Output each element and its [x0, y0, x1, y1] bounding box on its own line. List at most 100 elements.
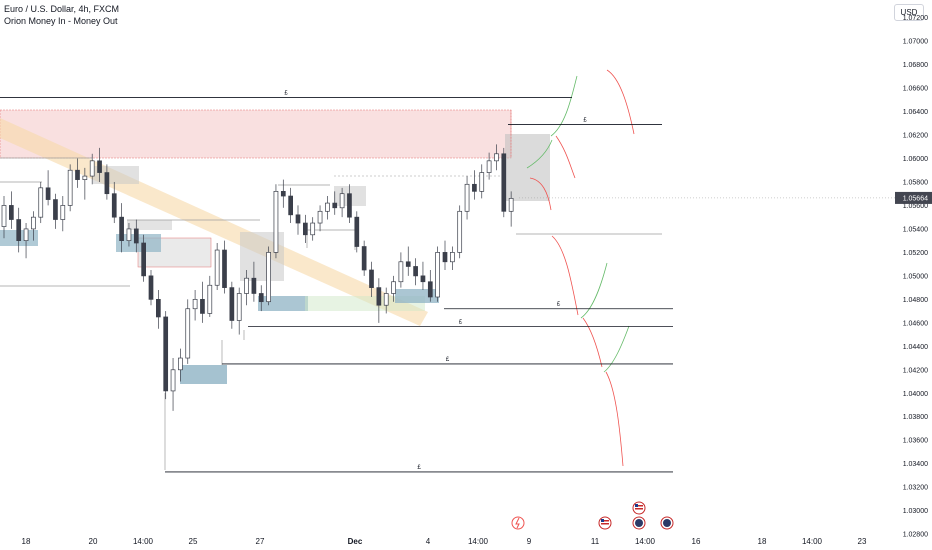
- candle[interactable]: [192, 289, 198, 321]
- candle[interactable]: [427, 270, 433, 302]
- candle[interactable]: [486, 152, 492, 180]
- grey-zone[interactable]: [93, 166, 139, 184]
- candle[interactable]: [45, 170, 51, 206]
- time-tick: 11: [591, 537, 600, 546]
- candle[interactable]: [413, 258, 418, 286]
- projection-arrow-down: [555, 135, 576, 179]
- candle[interactable]: [60, 196, 66, 232]
- candle[interactable]: [16, 207, 22, 253]
- time-tick: Dec: [348, 537, 363, 546]
- candle[interactable]: [38, 181, 44, 224]
- candle[interactable]: [200, 281, 205, 323]
- candle[interactable]: [23, 223, 29, 259]
- time-tick: 9: [527, 537, 532, 546]
- candle[interactable]: [280, 179, 286, 208]
- candle[interactable]: [479, 164, 485, 199]
- candle[interactable]: [435, 246, 440, 302]
- candle[interactable]: [398, 252, 404, 288]
- candle[interactable]: [361, 240, 367, 276]
- price-tick: 1.06600: [903, 86, 928, 93]
- candle[interactable]: [369, 261, 374, 297]
- price-tick: 1.03800: [903, 414, 928, 421]
- candle[interactable]: [405, 246, 411, 276]
- candle[interactable]: [450, 246, 455, 270]
- candle[interactable]: [207, 275, 213, 317]
- candle[interactable]: [339, 187, 345, 218]
- grey-zone[interactable]: [127, 220, 172, 230]
- projection-arrow-down: [582, 317, 603, 368]
- globe-event-icon[interactable]: [660, 516, 674, 530]
- globe-event-icon[interactable]: [632, 516, 646, 530]
- candle[interactable]: [126, 223, 132, 247]
- price-tick: 1.06800: [903, 62, 928, 69]
- candle[interactable]: [317, 205, 323, 232]
- candle[interactable]: [236, 287, 242, 335]
- candle[interactable]: [442, 240, 448, 270]
- candle[interactable]: [170, 358, 176, 411]
- candle[interactable]: [420, 261, 426, 290]
- candle[interactable]: [178, 348, 183, 382]
- candle[interactable]: [494, 144, 499, 171]
- price-tick: 1.03000: [903, 508, 928, 515]
- candle[interactable]: [229, 281, 235, 329]
- candle[interactable]: [295, 205, 301, 235]
- supply-zone[interactable]: [0, 109, 512, 159]
- price-tick: 1.04200: [903, 367, 928, 374]
- price-tick: 1.06000: [903, 156, 928, 163]
- candle[interactable]: [214, 243, 220, 290]
- candle[interactable]: [383, 287, 389, 314]
- candle[interactable]: [508, 191, 514, 227]
- candle[interactable]: [325, 196, 330, 220]
- candle[interactable]: [82, 167, 88, 200]
- candle[interactable]: [310, 217, 316, 241]
- candle[interactable]: [53, 193, 58, 229]
- time-tick: 27: [256, 537, 265, 546]
- candle[interactable]: [258, 285, 264, 312]
- candle[interactable]: [67, 164, 73, 212]
- candle[interactable]: [141, 234, 146, 282]
- candle[interactable]: [133, 219, 139, 253]
- candle[interactable]: [1, 196, 7, 239]
- candle[interactable]: [266, 246, 271, 306]
- candle[interactable]: [9, 191, 14, 229]
- candle[interactable]: [472, 170, 477, 200]
- candle[interactable]: [354, 211, 360, 253]
- us-flag-event-icon[interactable]: [632, 501, 646, 515]
- price-axis[interactable]: 1.07200 1.07000 1.06800 1.06600 1.06400 1.062…: [519, 15, 932, 539]
- candle[interactable]: [288, 187, 293, 224]
- candle[interactable]: [148, 270, 154, 306]
- time-tick: 14:00: [802, 537, 823, 546]
- candle[interactable]: [75, 158, 80, 188]
- candle[interactable]: [156, 289, 161, 329]
- candle[interactable]: [457, 205, 463, 259]
- candle[interactable]: [332, 191, 338, 215]
- candle[interactable]: [347, 184, 352, 224]
- candle[interactable]: [303, 214, 308, 243]
- candle[interactable]: [501, 147, 507, 218]
- currency-button[interactable]: USD: [894, 4, 924, 21]
- level-label: £: [417, 465, 421, 471]
- candle[interactable]: [185, 299, 191, 364]
- candle[interactable]: [89, 153, 95, 185]
- candle[interactable]: [376, 278, 382, 323]
- demand-zone[interactable]: [180, 365, 227, 384]
- candle[interactable]: [251, 261, 257, 302]
- demand-zone[interactable]: [258, 296, 308, 311]
- indicator-name[interactable]: Orion Money In - Money Out: [4, 16, 118, 26]
- time-axis[interactable]: 18 20 14:00 25 27 Dec 4 14:00 9 11 14:00 16 18 14:00 2…: [22, 537, 867, 546]
- candle[interactable]: [31, 211, 36, 241]
- level-label: £: [446, 357, 450, 363]
- candle[interactable]: [222, 240, 227, 294]
- candle[interactable]: [273, 184, 279, 259]
- candle[interactable]: [97, 147, 102, 182]
- candle[interactable]: [464, 176, 470, 220]
- candle[interactable]: [244, 270, 249, 306]
- candle[interactable]: [163, 311, 169, 400]
- us-flag-event-icon[interactable]: [598, 516, 612, 530]
- candle[interactable]: [119, 203, 124, 253]
- candle[interactable]: [111, 181, 117, 224]
- candle[interactable]: [104, 164, 110, 200]
- candle[interactable]: [391, 275, 396, 302]
- lightning-event-icon[interactable]: [511, 516, 525, 530]
